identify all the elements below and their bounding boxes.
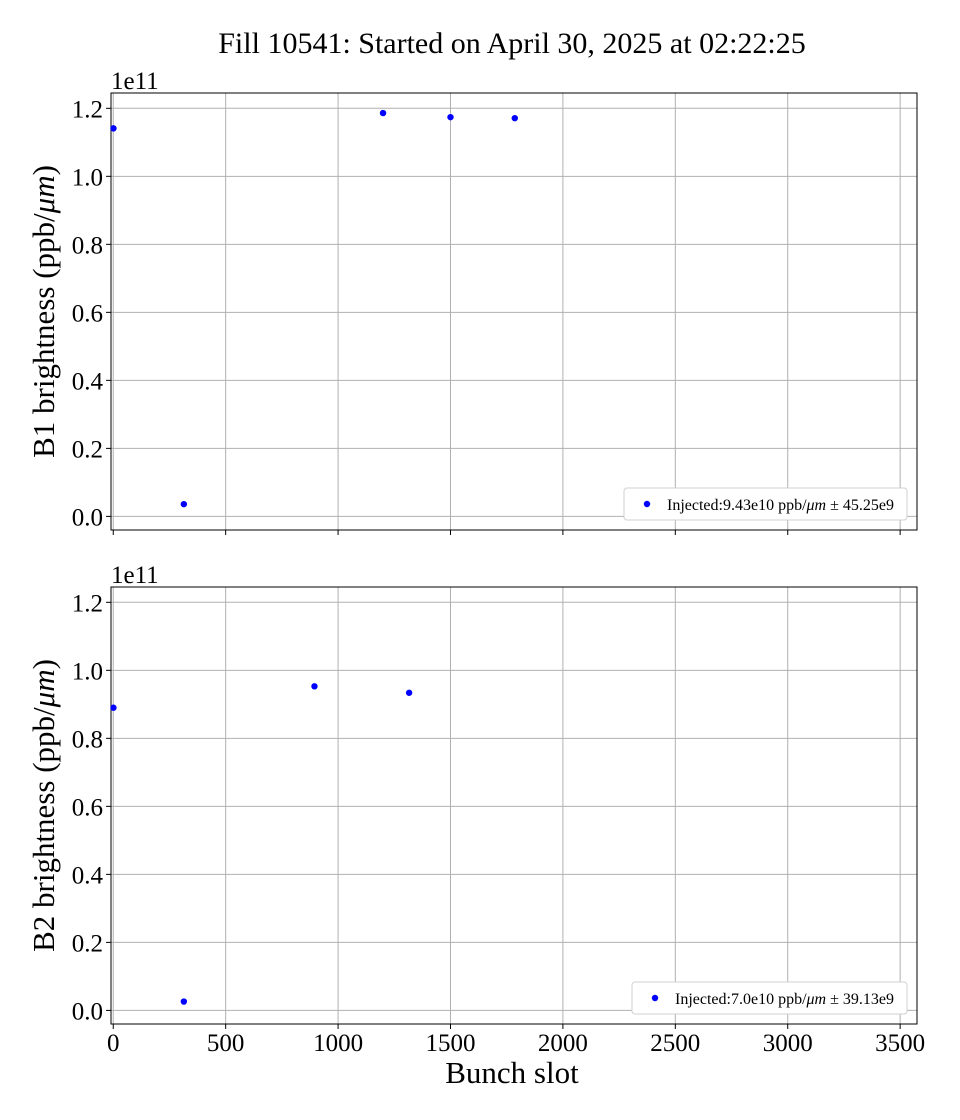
chart-2-x-tick-label-1: 500 [207, 1030, 245, 1057]
chart-2-x-tick-label-6: 3000 [763, 1030, 813, 1057]
chart-1-series-1-point-1 [180, 500, 188, 508]
chart-1-y-tick-label-3: 0.6 [72, 300, 103, 327]
chart-2-legend-label: Injected:7.0e10 ppb/μm ± 39.13e9 [675, 991, 894, 1008]
chart-2-y-tick-label-1: 0.2 [72, 930, 103, 957]
chart-2-y-axis-label: B2 brightness (ppb/μm) [26, 659, 61, 952]
chart-1-offset-label: 1e11 [111, 68, 159, 95]
chart-1-y-tick-label-2: 0.4 [72, 368, 104, 395]
chart-1-y-tick-label-5: 1.0 [72, 164, 103, 191]
chart-2-plot-frame [110, 586, 918, 1025]
chart-2-series-1-point-1 [180, 998, 188, 1005]
chart-title: Fill 10541: Started on April 30, 2025 at… [218, 27, 806, 60]
chart-2-x-tick-label-4: 2000 [538, 1030, 588, 1057]
chart-1-y-axis-label: B1 brightness (ppb/μm) [26, 165, 61, 458]
chart-2-y-tick-label-3: 0.6 [72, 794, 103, 821]
chart-2-y-tick-label-6: 1.2 [72, 590, 103, 617]
chart-2-y-tick-label-2: 0.4 [72, 862, 104, 889]
chart-1: 0.0 0.2 0.4 0.6 0.8 1.0 1.2 1e11 B1 brightness (… [26, 68, 918, 535]
charts-layer: 0.0 0.2 0.4 0.6 0.8 1.0 1.2 1e11 B1 brightness (… [26, 68, 925, 1090]
chart-2-x-tick-label-7: 3500 [875, 1030, 925, 1057]
chart-1-legend-label: Injected:9.43e10 ppb/μm ± 45.25e9 [667, 497, 894, 514]
chart-2-x-axis-label: Bunch slot [445, 1055, 579, 1090]
chart-1-series-1-point-4 [511, 114, 518, 122]
chart-2-legend-marker [651, 994, 659, 1002]
chart-1-y-tick-label-0: 0.0 [72, 504, 103, 531]
chart-2-offset-label: 1e11 [111, 562, 159, 589]
chart-2-x-tick-label-3: 1500 [425, 1030, 475, 1057]
chart-2-x-tick-label-0: 0 [107, 1030, 120, 1057]
chart-1-legend: Injected:9.43e10 ppb/μm ± 45.25e9 [623, 487, 908, 521]
chart-2-series-1-point-0 [110, 704, 117, 711]
chart-2-legend: Injected:7.0e10 ppb/μm ± 39.13e9 [631, 981, 908, 1015]
chart-2-series-1-point-2 [311, 683, 318, 690]
chart-2-y-tick-label-4: 0.8 [72, 726, 103, 753]
chart-2-x-tick-label-5: 2500 [650, 1030, 700, 1057]
chart-2-legend-box [631, 981, 908, 1015]
chart-1-legend-marker [643, 500, 651, 508]
chart-1-series-1-point-2 [379, 109, 387, 117]
chart-1-y-tick-label-4: 0.8 [72, 232, 103, 259]
chart-2-y-tick-label-5: 1.0 [72, 658, 103, 685]
chart-2-y-tick-label-0: 0.0 [72, 998, 103, 1025]
chart-2-x-tick-label-2: 1000 [313, 1030, 363, 1057]
chart-1-legend-box [623, 487, 908, 521]
chart-1-series-1-point-0 [110, 125, 117, 132]
chart-2: 0 500 1000 1500 2000 2500 3000 3500 0.0 0.2 0.4 0.6… [26, 562, 925, 1090]
chart-1-y-tick-label-1: 0.2 [72, 436, 103, 463]
chart-1-y-tick-label-6: 1.2 [72, 96, 103, 123]
chart-2-series-1-point-3 [405, 689, 413, 696]
chart-1-plot-frame [110, 92, 918, 531]
chart-1-series-1-point-3 [447, 113, 454, 121]
